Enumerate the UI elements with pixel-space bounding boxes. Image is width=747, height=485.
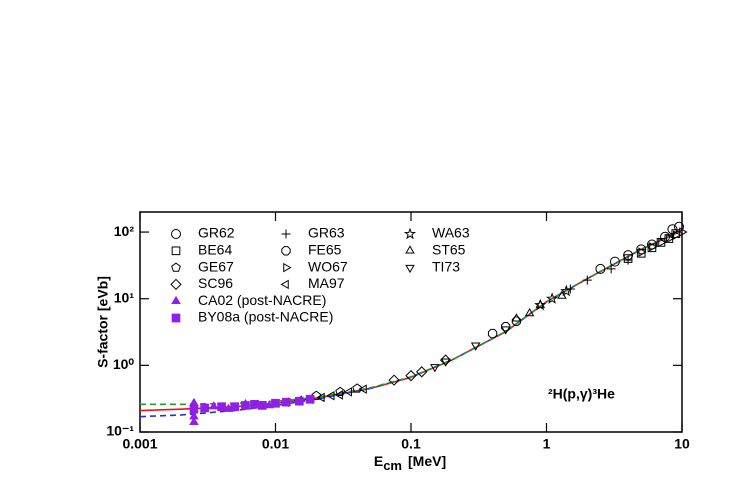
y-tick-label: 10⁻¹ — [106, 423, 134, 439]
legend-label: BY08a (post-NACRE) — [198, 309, 333, 325]
marker — [501, 322, 511, 332]
marker — [658, 237, 667, 248]
x-tick-label: 10 — [674, 436, 690, 452]
legend-label: GE67 — [198, 258, 234, 274]
marker — [647, 243, 657, 253]
x-tick-label: 0.001 — [122, 436, 157, 452]
x-label-unit: [MeV] — [408, 453, 446, 469]
marker — [258, 401, 267, 410]
marker — [535, 299, 546, 308]
y-tick-label: 10¹ — [114, 289, 135, 305]
marker — [430, 364, 440, 373]
legend-label: ST65 — [432, 242, 466, 258]
legend-label: CA02 (post-NACRE) — [198, 292, 326, 308]
x-tick-label: 0.1 — [401, 436, 421, 452]
marker — [545, 292, 559, 304]
marker — [606, 264, 616, 274]
marker — [335, 386, 346, 397]
marker — [623, 254, 633, 263]
legend-label: WO67 — [308, 258, 348, 274]
marker — [524, 307, 535, 317]
marker — [316, 392, 325, 403]
legend-marker — [280, 279, 289, 290]
marker — [557, 290, 567, 299]
legend-marker — [283, 262, 292, 273]
marker — [638, 247, 647, 257]
marker — [189, 416, 199, 426]
marker — [511, 316, 522, 326]
marker — [388, 374, 400, 386]
marker — [673, 221, 684, 232]
marker — [189, 397, 199, 407]
legend-label: GR63 — [308, 225, 345, 241]
marker — [636, 244, 647, 255]
marker — [649, 242, 658, 252]
marker — [582, 275, 592, 285]
y-axis-label: S-factor [eVb] — [95, 276, 111, 368]
marker — [200, 403, 209, 413]
marker — [636, 248, 646, 258]
marker — [656, 238, 666, 247]
marker — [295, 396, 304, 406]
marker — [595, 263, 606, 274]
legend-marker — [171, 229, 181, 239]
legend-marker — [405, 264, 415, 274]
marker — [305, 394, 315, 404]
legend-marker — [403, 227, 417, 240]
legend-marker — [171, 262, 181, 272]
marker — [470, 342, 481, 351]
marker — [560, 284, 573, 297]
legend-marker — [171, 246, 181, 256]
marker — [511, 313, 522, 322]
x-axis-label: Ecm [MeV] — [374, 453, 446, 474]
legend-marker — [170, 278, 182, 291]
legend-marker — [281, 246, 291, 256]
marker — [609, 256, 620, 267]
marker — [405, 370, 417, 382]
annotation: ²H(p,γ)³He — [548, 386, 615, 402]
legend-marker — [171, 313, 181, 323]
y-tick-label: 10² — [114, 223, 135, 239]
marker — [679, 227, 688, 237]
marker — [250, 400, 259, 409]
legend-marker — [405, 245, 415, 254]
legend-label: WA63 — [432, 225, 470, 241]
legend-label: MA97 — [308, 275, 345, 291]
x-tick-label: 0.01 — [262, 436, 289, 452]
marker — [230, 402, 240, 411]
marker — [487, 328, 498, 339]
marker — [217, 402, 226, 411]
marker — [241, 401, 250, 410]
marker — [352, 383, 362, 393]
marker — [416, 366, 428, 378]
legend-label: BE64 — [198, 242, 232, 258]
legend-label: GR62 — [198, 225, 235, 241]
x-tick-label: 1 — [543, 436, 551, 452]
y-tick-label: 10⁰ — [113, 356, 135, 372]
legend-marker — [281, 229, 291, 239]
x-label-main: E — [374, 453, 383, 469]
marker — [673, 230, 682, 240]
marker — [623, 255, 633, 265]
legend-label: FE65 — [308, 242, 342, 258]
marker — [358, 384, 367, 394]
marker — [671, 229, 681, 238]
marker — [343, 387, 352, 397]
marker — [666, 233, 675, 244]
legend-label: SC96 — [198, 275, 233, 291]
marker — [208, 401, 219, 410]
marker — [311, 390, 322, 400]
marker — [439, 354, 452, 366]
x-label-sub: cm — [383, 458, 402, 473]
legend-label: TI73 — [432, 258, 460, 274]
marker — [281, 397, 291, 407]
marker — [334, 390, 343, 400]
marker — [189, 404, 199, 414]
marker — [500, 326, 511, 335]
marker — [664, 234, 674, 243]
marker — [326, 390, 335, 401]
legend-marker — [171, 295, 181, 304]
marker — [271, 398, 280, 408]
